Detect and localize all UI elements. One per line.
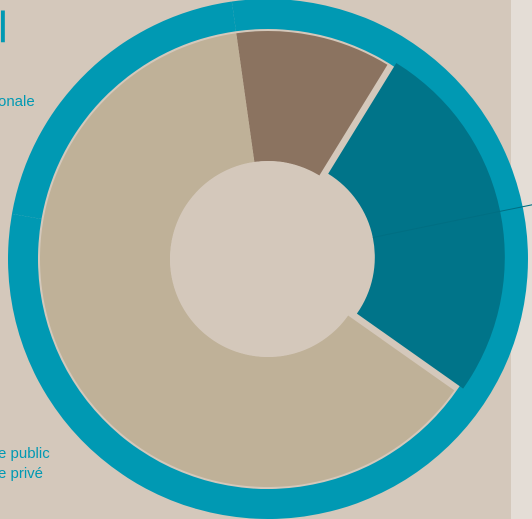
donut-hole	[170, 161, 366, 357]
inner-ring-slice-2	[328, 63, 505, 389]
legend-fragment-public: e public	[0, 445, 50, 462]
outer-ring-slice-2	[11, 1, 236, 220]
inner-ring-slice-1	[236, 31, 388, 176]
inner-ring-slice-3	[40, 33, 455, 488]
legend-fragment-prive: e privé	[0, 465, 44, 482]
heading-fragment: l	[0, 3, 8, 52]
top-label-fragment: onale	[0, 93, 35, 110]
outer-ring	[8, 0, 528, 519]
slice-divider	[372, 204, 532, 238]
inner-ring	[40, 31, 532, 488]
